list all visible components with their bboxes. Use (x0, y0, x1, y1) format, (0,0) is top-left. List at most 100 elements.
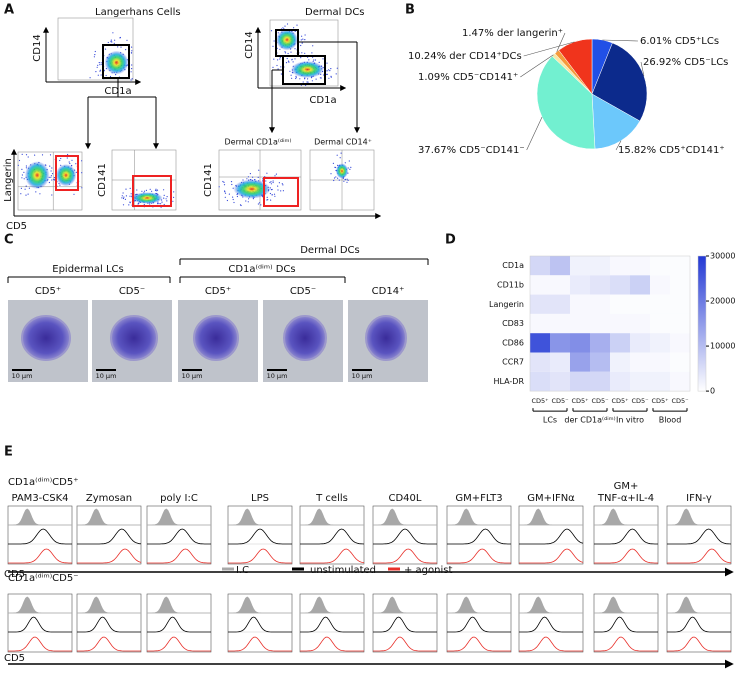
event-dot (343, 180, 345, 182)
event-dot (25, 154, 28, 156)
event-dot (335, 166, 337, 169)
panel-label: B (405, 3, 415, 18)
event-dot (252, 176, 254, 178)
event-dot (274, 195, 276, 197)
event-dot (228, 193, 230, 195)
histogram-curve (373, 528, 437, 545)
heatmap-cell (670, 275, 690, 295)
legend-label: I.C (236, 565, 249, 576)
event-dot (41, 154, 44, 156)
heatmap-cell (530, 371, 550, 392)
slice-label: 6.01% CD5⁺LCs (640, 36, 719, 47)
histogram-curve (228, 616, 292, 633)
event-dot (272, 180, 274, 182)
heatmap-cell (610, 371, 630, 392)
group-label: Epidermal LCs (52, 264, 123, 275)
heatmap-cell (590, 371, 610, 392)
histogram-curve (667, 636, 731, 652)
event-dot (277, 185, 279, 187)
histogram-frame (76, 593, 142, 653)
cell (21, 315, 71, 361)
event-dot (130, 193, 132, 195)
density-blob (131, 192, 163, 204)
event-dot (48, 181, 51, 184)
heatmap-cell (570, 371, 590, 392)
event-dot (94, 50, 96, 53)
histogram-curve (8, 636, 72, 652)
heatmap-cell (530, 256, 550, 276)
event-dot (145, 189, 147, 191)
event-dot (156, 190, 158, 192)
event-dot (113, 42, 115, 44)
event-dot (114, 39, 116, 41)
histogram-curve (8, 616, 72, 633)
event-dot (151, 190, 153, 192)
histogram-curve (300, 548, 365, 564)
event-dot (300, 57, 302, 59)
event-dot (25, 194, 27, 196)
axis-label: CD141 (203, 163, 214, 197)
density-blob (233, 179, 271, 199)
group-label: CD1a⁽ᵈⁱᵐ⁾ DCs (228, 264, 295, 275)
event-dot (117, 46, 119, 48)
event-dot (173, 191, 175, 193)
heatmap-cell (570, 294, 590, 314)
event-dot (165, 198, 167, 200)
event-dot (282, 190, 284, 192)
histogram-curve (373, 548, 437, 564)
event-dot (271, 194, 273, 196)
event-dot (282, 184, 284, 186)
heatmap-cell (630, 275, 650, 295)
event-dot (53, 177, 56, 179)
histogram-curve (519, 508, 583, 526)
histogram-frame (146, 505, 212, 565)
event-dot (156, 189, 159, 191)
event-dot (290, 74, 292, 76)
event-dot (60, 157, 62, 160)
histogram-curve (519, 548, 584, 564)
event-dot (34, 154, 36, 156)
event-dot (104, 48, 107, 50)
histogram-frame (666, 593, 732, 653)
event-dot (273, 193, 276, 195)
event-dot (270, 30, 273, 32)
axis-label: Langerin (3, 158, 14, 202)
event-dot (339, 157, 341, 159)
event-dot (121, 197, 123, 199)
row-label: HLA-DR (493, 377, 524, 386)
histogram-frame (593, 593, 659, 653)
row-label: Langerin (489, 300, 524, 309)
event-dot (301, 42, 303, 44)
slice-label: 15.82% CD5⁺CD141⁺ (618, 145, 725, 156)
heatmap-cell (630, 313, 650, 334)
event-dot (315, 78, 317, 80)
event-dot (163, 189, 165, 191)
gate (263, 177, 299, 207)
histogram-curve (519, 636, 583, 652)
histogram-curve (667, 508, 731, 526)
event-dot (335, 73, 337, 75)
event-dot (166, 196, 168, 198)
histogram-curve (228, 636, 292, 652)
event-dot (274, 175, 276, 177)
histogram-curve (228, 596, 292, 614)
panel-label: C (4, 233, 14, 248)
event-dot (270, 181, 272, 183)
histogram-curve (447, 636, 511, 652)
row-title: CD1a⁽ᵈⁱᵐ⁾CD5⁻ (8, 573, 78, 584)
event-dot (284, 51, 286, 53)
axis-label: CD5 (4, 653, 25, 664)
event-dot (333, 177, 336, 179)
density-blob (55, 164, 77, 187)
histogram-curve (147, 528, 211, 545)
cell-label: CD14⁺ (372, 286, 405, 297)
event-dot (131, 46, 133, 48)
event-dot (98, 62, 100, 64)
histogram-curve (147, 548, 211, 564)
event-dot (123, 196, 125, 198)
event-dot (279, 48, 281, 50)
event-dot (224, 191, 226, 193)
heatmap-cell (630, 256, 650, 276)
heatmap-cell (630, 333, 650, 353)
event-dot (284, 25, 286, 27)
